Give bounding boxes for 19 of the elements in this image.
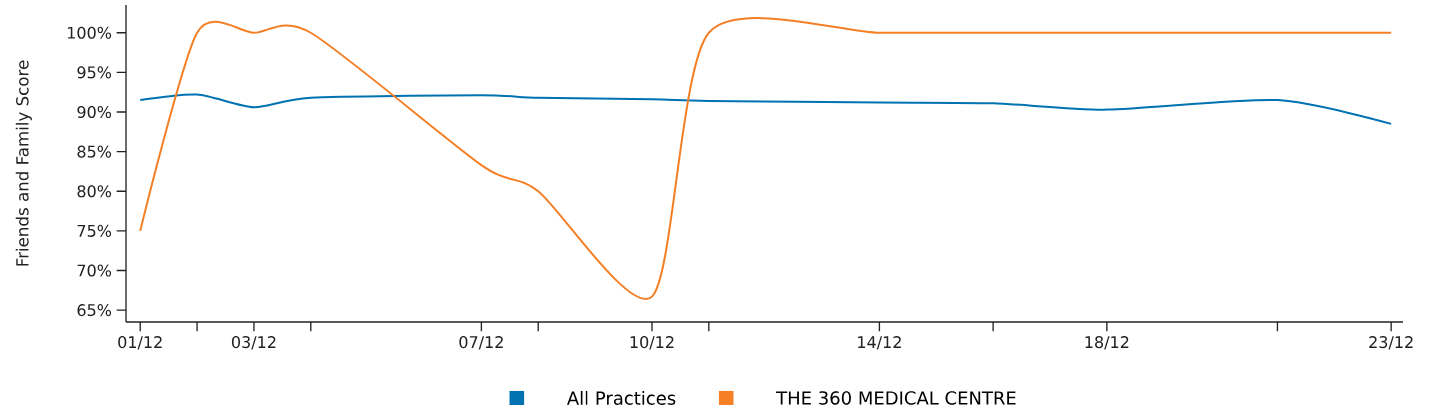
y-tick-label: 80% bbox=[77, 185, 112, 198]
legend-label: THE 360 MEDICAL CENTRE bbox=[776, 391, 1016, 405]
y-tick-label: 65% bbox=[77, 304, 112, 317]
y-tick-label: 75% bbox=[77, 224, 112, 237]
y-tick-label: 95% bbox=[77, 66, 112, 79]
x-tick-label: 18/12 bbox=[1085, 336, 1129, 350]
x-tick-label: 07/12 bbox=[459, 336, 503, 350]
x-tick-label: 10/12 bbox=[630, 336, 674, 350]
x-tick-label: 03/12 bbox=[231, 336, 276, 350]
y-tick-label: 90% bbox=[77, 105, 112, 119]
x-tick-label: 14/12 bbox=[858, 336, 901, 350]
y-tick-label: 100% bbox=[67, 26, 112, 39]
line-series bbox=[139, 93, 1393, 125]
legend-label: All Practices bbox=[566, 391, 676, 405]
y-tick-label: 85% bbox=[77, 145, 112, 158]
x-tick-label: 01/12 bbox=[118, 336, 162, 350]
y-tick-label: 70% bbox=[77, 264, 112, 277]
x-tick-label: 23/12 bbox=[1369, 336, 1413, 350]
y-axis-title: Friends and Family Score bbox=[15, 60, 32, 266]
